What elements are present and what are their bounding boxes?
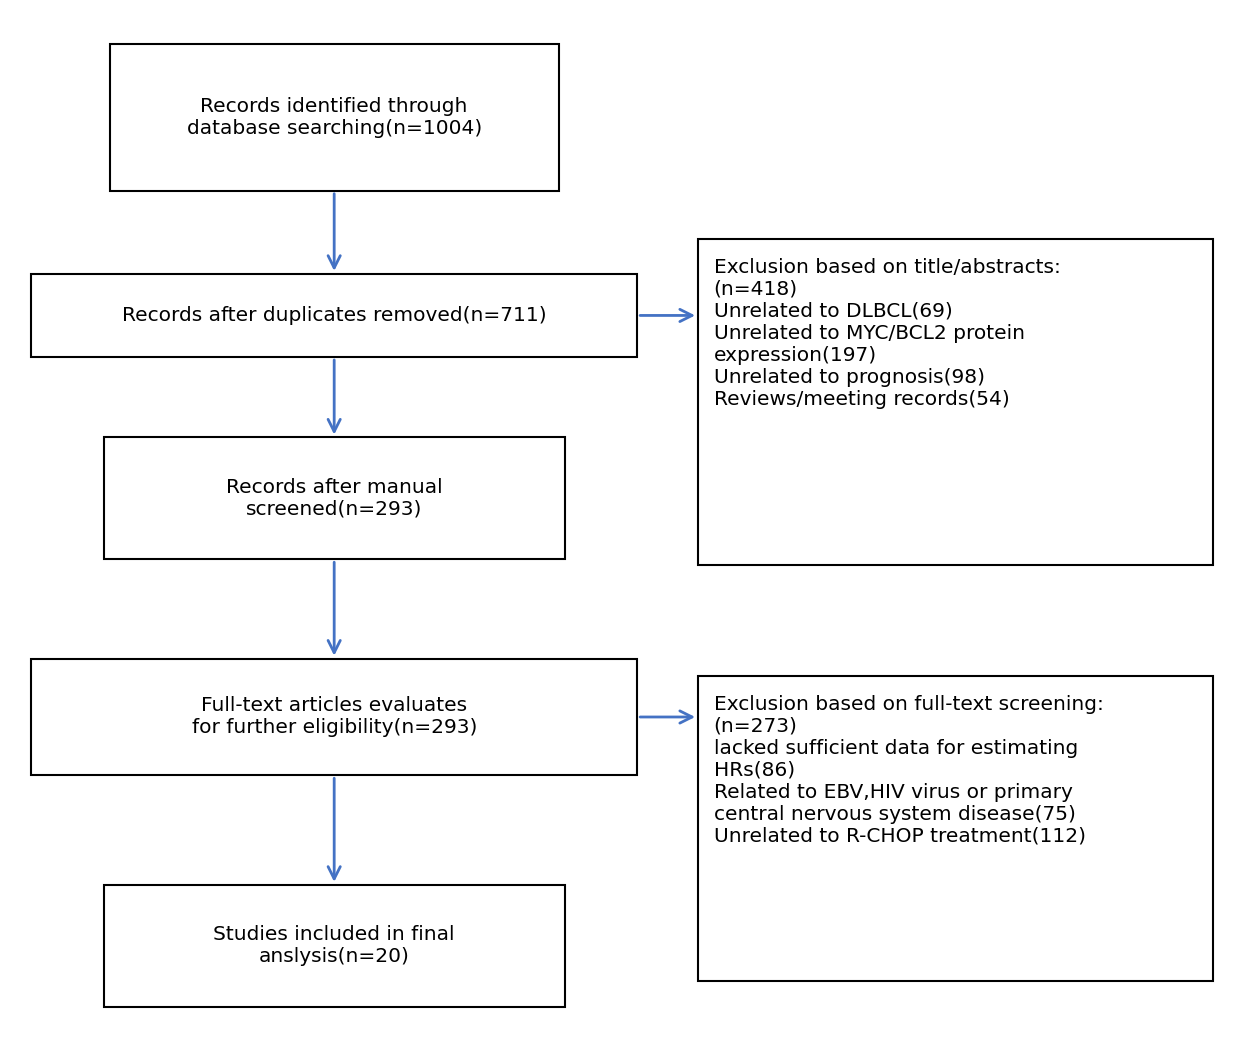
- Text: Records identified through
database searching(n=1004): Records identified through database sear…: [186, 96, 481, 137]
- Text: Records after duplicates removed(n=711): Records after duplicates removed(n=711): [122, 306, 546, 325]
- FancyBboxPatch shape: [104, 437, 565, 560]
- Text: Exclusion based on title/abstracts:
(n=418)
Unrelated to DLBCL(69)
Unrelated to : Exclusion based on title/abstracts: (n=4…: [714, 258, 1060, 409]
- FancyBboxPatch shape: [31, 274, 638, 357]
- Text: Exclusion based on full-text screening:
(n=273)
lacked sufficient data for estim: Exclusion based on full-text screening: …: [714, 695, 1104, 846]
- FancyBboxPatch shape: [110, 44, 559, 191]
- Text: Studies included in final
anslysis(n=20): Studies included in final anslysis(n=20): [214, 925, 455, 966]
- FancyBboxPatch shape: [104, 885, 565, 1007]
- FancyBboxPatch shape: [31, 658, 638, 776]
- Text: Records after manual
screened(n=293): Records after manual screened(n=293): [226, 478, 442, 519]
- Text: Full-text articles evaluates
for further eligibility(n=293): Full-text articles evaluates for further…: [191, 697, 478, 738]
- FancyBboxPatch shape: [698, 676, 1214, 981]
- FancyBboxPatch shape: [698, 239, 1214, 565]
